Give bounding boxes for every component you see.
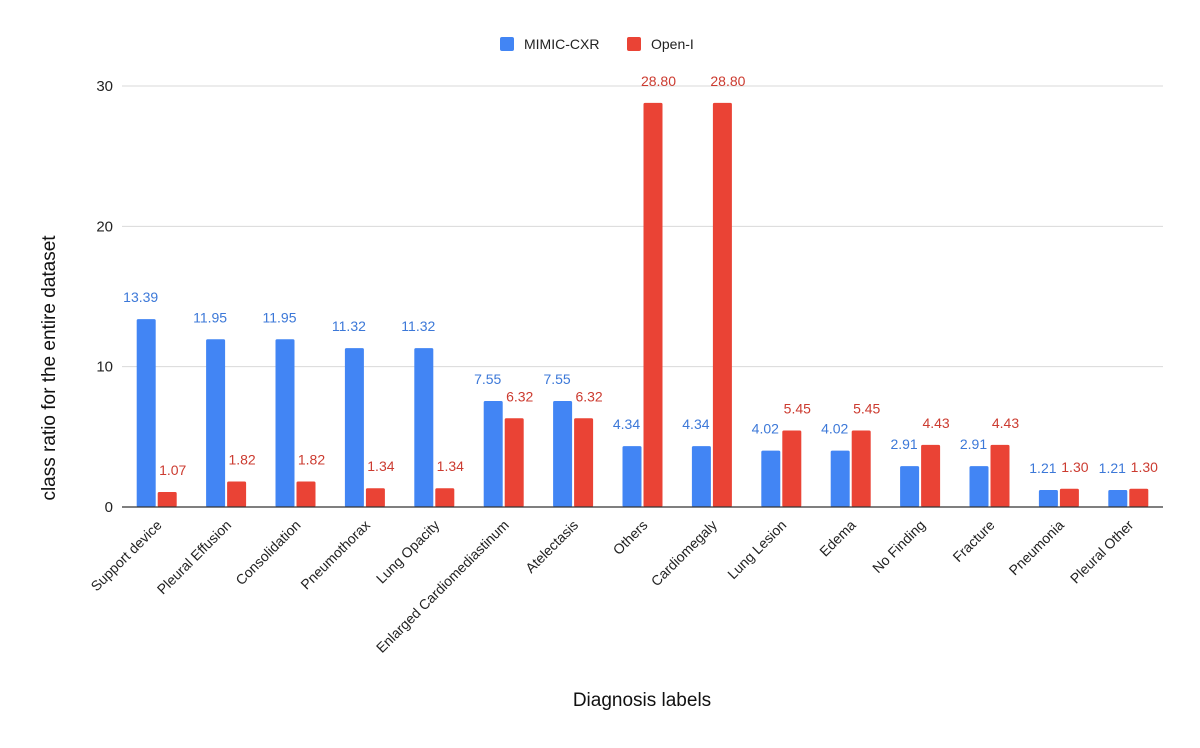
data-label-mimic-cxr: 13.39 — [123, 289, 158, 305]
bar-open-i — [1059, 488, 1079, 507]
bar-open-i — [851, 430, 871, 507]
data-label-mimic-cxr: 4.34 — [613, 416, 640, 432]
x-category-label: Enlarged Cardiomediastinum — [373, 517, 512, 656]
x-category-label: Support device — [87, 517, 165, 595]
data-label-open-i: 28.80 — [710, 73, 745, 89]
data-label-mimic-cxr: 4.02 — [752, 421, 779, 437]
y-tick-label: 0 — [105, 499, 113, 516]
bar-open-i — [574, 418, 594, 507]
data-label-mimic-cxr: 1.21 — [1099, 460, 1126, 476]
bar-mimic-cxr — [206, 339, 226, 507]
y-tick-label: 20 — [96, 218, 113, 235]
bar-mimic-cxr — [900, 466, 920, 507]
x-category-label: Lung Lesion — [724, 517, 789, 582]
y-tick-label: 30 — [96, 78, 113, 95]
legend-label: MIMIC-CXR — [524, 36, 599, 52]
x-category-label: No Finding — [869, 517, 928, 576]
x-category-label: Pneumonia — [1006, 517, 1068, 579]
data-labels: 13.39 1.07 11.95 1.82 11.95 1.82 11.32 1.34 11.3… — [123, 73, 1158, 478]
data-label-mimic-cxr: 2.91 — [890, 436, 917, 452]
bar-open-i — [643, 102, 663, 507]
bar-open-i — [435, 488, 455, 507]
x-category-label: Atelectasis — [522, 517, 581, 576]
bar-open-i — [990, 444, 1010, 507]
y-tick-label: 10 — [96, 359, 113, 376]
bar-mimic-cxr — [761, 450, 781, 507]
bar-open-i — [296, 481, 316, 507]
data-label-mimic-cxr: 11.32 — [332, 318, 366, 334]
legend-swatch-open-i — [627, 37, 641, 51]
y-axis-ticks: 0 10 20 30 — [96, 78, 113, 516]
bar-open-i — [504, 418, 524, 507]
data-label-open-i: 1.34 — [367, 458, 394, 474]
gridlines — [122, 85, 1163, 368]
data-label-mimic-cxr: 4.34 — [682, 416, 709, 432]
data-label-open-i: 5.45 — [853, 401, 880, 417]
data-label-open-i: 6.32 — [575, 388, 602, 404]
x-category-label: Edema — [816, 517, 859, 560]
bar-mimic-cxr — [1038, 490, 1058, 507]
bar-open-i — [1129, 488, 1149, 507]
x-category-label: Cardiomegaly — [648, 517, 720, 589]
x-category-label: Pleural Other — [1067, 517, 1137, 587]
legend: MIMIC-CXR Open-I — [500, 36, 694, 52]
data-label-mimic-cxr: 1.21 — [1029, 460, 1056, 476]
bar-open-i — [157, 491, 177, 507]
data-label-open-i: 6.32 — [506, 388, 533, 404]
bar-open-i — [712, 102, 732, 507]
bar-mimic-cxr — [275, 339, 295, 507]
x-category-label: Lung Opacity — [373, 517, 443, 587]
x-category-label: Pneumothorax — [297, 517, 373, 593]
bar-mimic-cxr — [414, 348, 434, 507]
bar-open-i — [365, 488, 385, 507]
bar-mimic-cxr — [830, 450, 850, 507]
data-label-mimic-cxr: 11.95 — [263, 309, 297, 325]
data-label-mimic-cxr: 2.91 — [960, 436, 987, 452]
x-category-label: Pleural Effusion — [154, 517, 234, 597]
bar-mimic-cxr — [969, 466, 989, 507]
x-category-label: Others — [610, 517, 651, 558]
bar-mimic-cxr — [136, 319, 156, 507]
bar-mimic-cxr — [483, 401, 503, 507]
data-label-mimic-cxr: 4.02 — [821, 421, 848, 437]
legend-label: Open-I — [651, 36, 694, 52]
x-category-label: Consolidation — [232, 517, 303, 588]
x-category-label: Fracture — [949, 517, 997, 565]
bar-open-i — [782, 430, 802, 507]
data-label-open-i: 4.43 — [922, 415, 949, 431]
x-axis-title: Diagnosis labels — [573, 690, 711, 711]
bar-mimic-cxr — [553, 401, 573, 507]
bar-mimic-cxr — [1108, 490, 1128, 507]
data-label-mimic-cxr: 7.55 — [543, 371, 570, 387]
data-label-open-i: 1.07 — [159, 462, 186, 478]
y-axis-title: class ratio for the entire dataset — [39, 235, 60, 501]
bar-open-i — [921, 444, 941, 507]
data-label-open-i: 1.30 — [1131, 459, 1158, 475]
data-label-open-i: 4.43 — [992, 415, 1019, 431]
bars — [136, 102, 1149, 507]
bar-mimic-cxr — [691, 446, 711, 507]
data-label-open-i: 5.45 — [784, 401, 811, 417]
data-label-mimic-cxr: 11.95 — [193, 309, 227, 325]
data-label-open-i: 1.82 — [298, 451, 325, 467]
bar-mimic-cxr — [344, 348, 364, 507]
data-label-mimic-cxr: 11.32 — [401, 318, 435, 334]
legend-swatch-mimic-cxr — [500, 37, 514, 51]
data-label-mimic-cxr: 7.55 — [474, 371, 501, 387]
data-label-open-i: 1.30 — [1061, 459, 1088, 475]
bar-open-i — [227, 481, 247, 507]
data-label-open-i: 1.82 — [228, 451, 255, 467]
data-label-open-i: 1.34 — [437, 458, 464, 474]
data-label-open-i: 28.80 — [641, 73, 676, 89]
bar-mimic-cxr — [622, 446, 642, 507]
